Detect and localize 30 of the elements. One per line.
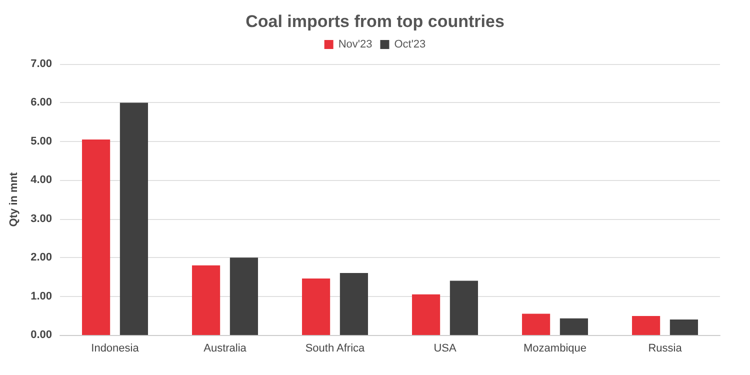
y-tick-label: 7.00 [30, 58, 52, 70]
y-tick-label: 2.00 [30, 252, 52, 264]
x-tick-label: Russia [648, 342, 683, 354]
bar [82, 139, 110, 335]
bar [450, 280, 478, 335]
y-axis-title: Qty in mnt [8, 172, 20, 227]
bar [230, 258, 258, 335]
bar [302, 278, 330, 335]
y-tick-label: 5.00 [30, 135, 52, 148]
bar [412, 294, 440, 335]
bar [560, 318, 588, 335]
y-tick-label: 0.00 [30, 329, 52, 341]
x-tick-label: Australia [204, 342, 248, 354]
chart-title: Coal imports from top countries [246, 12, 504, 31]
y-tick-label: 1.00 [30, 290, 52, 302]
x-tick-label: USA [434, 342, 457, 354]
x-tick-label: Indonesia [91, 342, 140, 354]
bar [340, 273, 368, 335]
bar [120, 102, 148, 335]
y-tick-label: 4.00 [30, 174, 52, 186]
x-tick-label: South Africa [305, 342, 366, 354]
y-tick-label: 3.00 [30, 212, 52, 225]
legend-label: Oct'23 [394, 38, 426, 50]
bar [192, 265, 220, 335]
legend-label: Nov'23 [338, 38, 372, 50]
x-tick-label: Mozambique [524, 342, 586, 354]
bar [522, 314, 550, 335]
bar [670, 320, 698, 335]
bar [632, 316, 660, 335]
y-tick-label: 6.00 [30, 96, 52, 109]
